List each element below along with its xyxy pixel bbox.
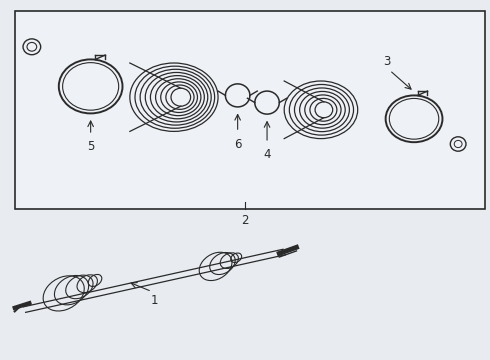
Text: 2: 2 bbox=[241, 214, 249, 227]
Text: 6: 6 bbox=[234, 138, 242, 150]
Text: 5: 5 bbox=[87, 140, 95, 153]
Text: 3: 3 bbox=[383, 55, 391, 68]
Text: 4: 4 bbox=[263, 148, 271, 161]
Bar bbox=[15, 11, 485, 209]
Text: 1: 1 bbox=[150, 294, 158, 307]
